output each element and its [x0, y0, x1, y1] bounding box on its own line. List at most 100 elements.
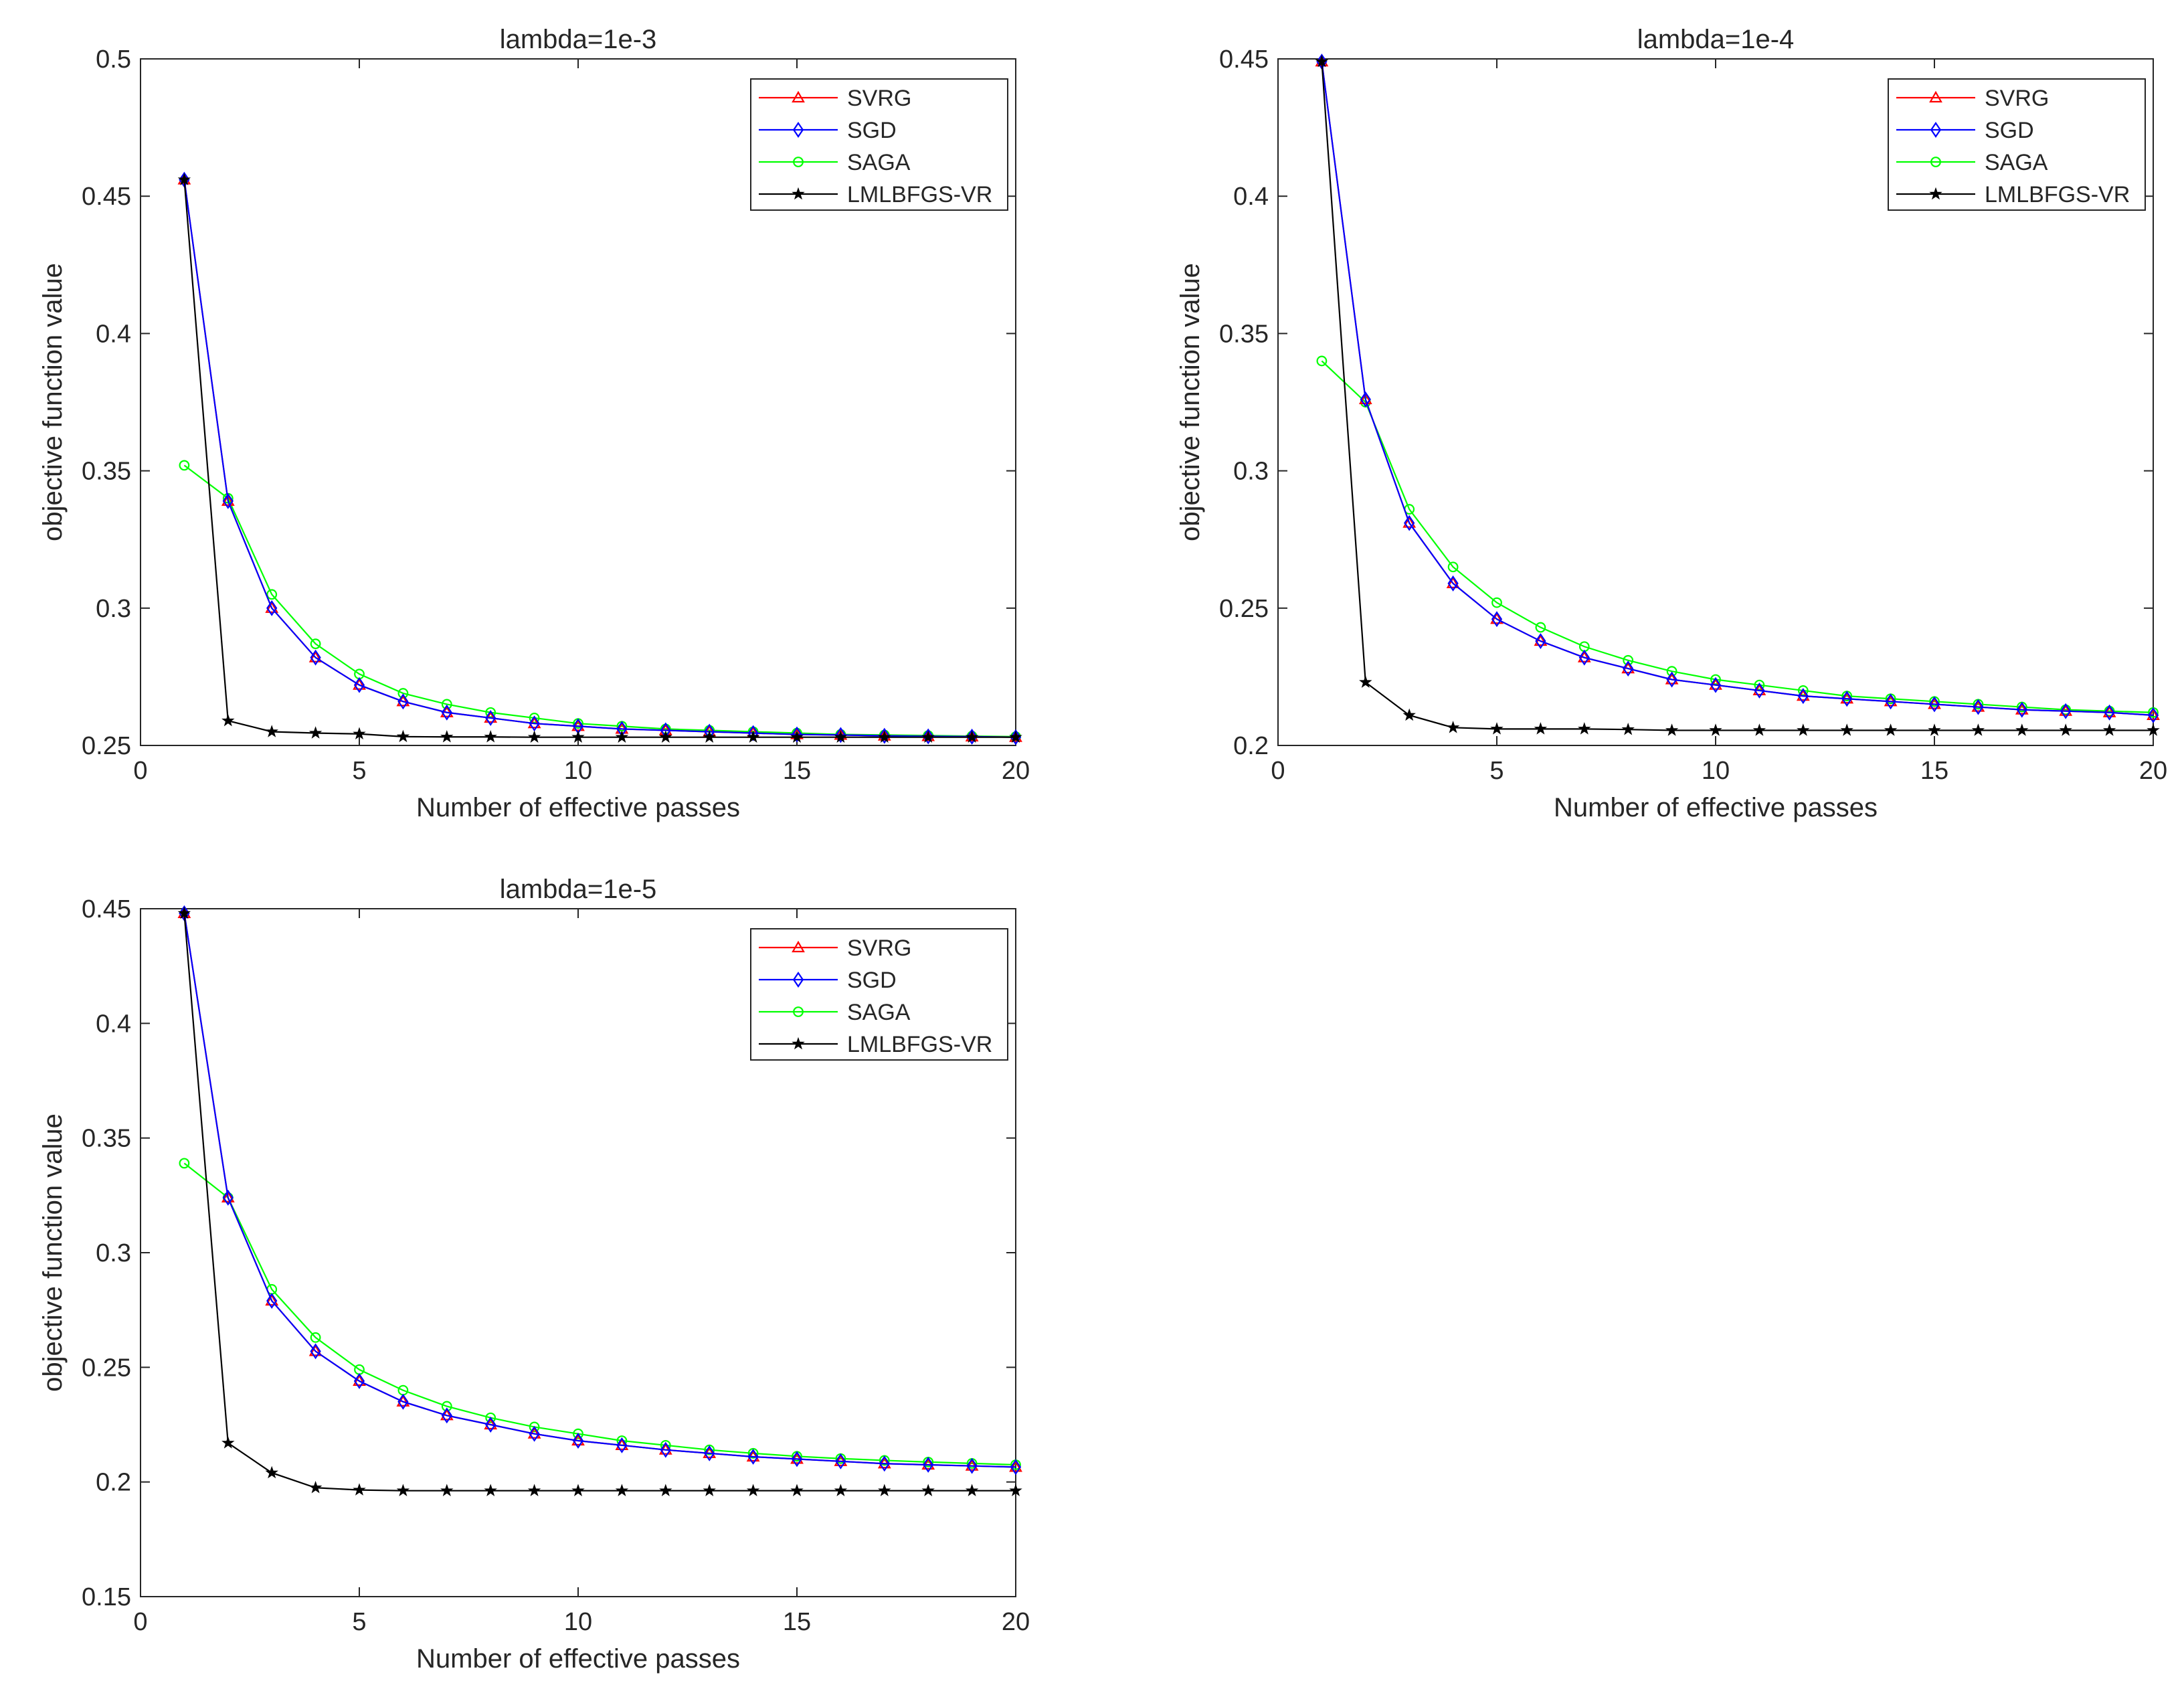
legend-marker-svrg [1929, 90, 1942, 103]
data-point-lmlbfgs-vr [878, 730, 891, 743]
y-tick-label: 0.45 [1219, 46, 1269, 74]
series-line-sgd [1321, 61, 2154, 716]
y-tick-label: 0.3 [96, 595, 131, 623]
data-point-lmlbfgs-vr [746, 730, 760, 743]
data-point-svrg [221, 1190, 235, 1202]
data-point-lmlbfgs-vr [221, 713, 235, 727]
legend-label-svrg: SVRG [847, 86, 911, 111]
x-tick-label: 5 [352, 1608, 366, 1636]
x-tick-label: 15 [1920, 757, 1948, 785]
data-point-saga [529, 713, 540, 723]
data-point-svrg [221, 494, 235, 506]
data-point-lmlbfgs-vr [308, 1481, 323, 1494]
x-tick-label: 10 [564, 757, 592, 785]
data-point-lmlbfgs-vr [1971, 723, 1985, 736]
data-point-lmlbfgs-vr [790, 1484, 804, 1496]
data-point-sgd [310, 1343, 321, 1360]
legend: SVRG SGD SAGA LMLBFGS-VR [750, 78, 1008, 211]
data-point-lmlbfgs-vr [834, 730, 848, 743]
y-tick-label: 0.15 [82, 1583, 131, 1611]
data-point-sgd [222, 1189, 234, 1206]
data-point-sgd [1491, 611, 1503, 628]
legend-marker-saga [793, 157, 804, 167]
series-line-lmlbfgs-vr [1321, 62, 2153, 731]
data-point-lmlbfgs-vr [878, 1484, 891, 1496]
data-point-saga [1710, 674, 1721, 685]
legend-label-svrg: SVRG [1985, 86, 2049, 111]
x-tick-label: 0 [133, 1608, 147, 1636]
data-point-sgd [441, 704, 452, 721]
data-point-saga [1316, 355, 1328, 367]
legend: SVRG SGD SAGA LMLBFGS-VR [750, 928, 1008, 1061]
data-point-sgd [1710, 677, 1722, 693]
chart-panel-3: 0 5 10 15 20 0.15 0.2 0.25 0.3 0.35 0.4 0.45 lambda=… [38, 875, 1030, 1674]
chart-title: lambda=1e-5 [500, 875, 657, 904]
data-point-sgd [397, 693, 409, 710]
data-point-lmlbfgs-vr [1446, 721, 1460, 733]
x-tick-label: 0 [1271, 757, 1285, 785]
y-tick-label: 0.3 [96, 1239, 131, 1267]
data-point-sgd [835, 1453, 846, 1469]
data-point-sgd [879, 727, 890, 744]
data-point-sgd [835, 727, 846, 743]
series-lmlbfgs-vr [177, 906, 1022, 1496]
data-point-lmlbfgs-vr [527, 730, 541, 743]
data-point-lmlbfgs-vr [571, 730, 585, 743]
legend-label-lmlbfgs-vr: LMLBFGS-VR [847, 1032, 992, 1057]
legend-label-svrg: SVRG [847, 935, 911, 961]
data-point-sgd [529, 1425, 540, 1442]
legend-marker-lmlbfgs-vr [792, 1037, 805, 1050]
data-point-lmlbfgs-vr [746, 1484, 760, 1496]
x-tick-label: 5 [352, 757, 366, 785]
series-sgd [179, 905, 1022, 1476]
data-point-sgd [1010, 1459, 1022, 1476]
data-point-lmlbfgs-vr [1621, 722, 1635, 735]
series-lmlbfgs-vr [1315, 54, 2160, 736]
legend-marker-sgd [1930, 122, 1942, 138]
data-point-lmlbfgs-vr [1009, 1484, 1022, 1496]
data-point-sgd [923, 1457, 934, 1473]
x-axis-label: Number of effective passes [416, 793, 740, 822]
y-tick-label: 0.25 [82, 732, 131, 760]
data-point-sgd [1928, 696, 1940, 713]
data-point-lmlbfgs-vr [615, 730, 629, 743]
data-point-saga [441, 699, 452, 710]
legend-marker-lmlbfgs-vr [1929, 187, 1942, 200]
data-point-svrg [353, 678, 366, 690]
data-point-sgd [923, 728, 934, 745]
data-point-sgd [966, 728, 978, 745]
series-line-saga [183, 1162, 1016, 1466]
data-point-lmlbfgs-vr [965, 730, 979, 743]
data-point-lmlbfgs-vr [1359, 675, 1372, 688]
data-point-lmlbfgs-vr [703, 1484, 716, 1496]
data-point-sgd [1010, 729, 1022, 745]
x-axis-label: Number of effective passes [1554, 793, 1878, 822]
data-point-svrg [1446, 576, 1460, 588]
data-point-lmlbfgs-vr [396, 1484, 410, 1496]
data-point-lmlbfgs-vr [177, 173, 191, 185]
legend-label-saga: SAGA [1985, 150, 2048, 175]
data-point-sgd [353, 677, 365, 693]
data-point-sgd [310, 649, 321, 666]
data-point-svrg [308, 650, 323, 662]
data-point-lmlbfgs-vr [2147, 723, 2160, 736]
data-point-sgd [1973, 699, 1984, 715]
data-point-sgd [397, 1393, 409, 1410]
data-point-lmlbfgs-vr [659, 1484, 672, 1496]
data-point-lmlbfgs-vr [265, 725, 278, 737]
data-point-lmlbfgs-vr [353, 1483, 366, 1496]
series-line-saga [183, 464, 1016, 737]
legend-marker-svrg [792, 90, 805, 103]
legend-label-saga: SAGA [847, 150, 911, 175]
y-tick-label: 0.5 [96, 46, 131, 74]
data-point-saga [1491, 597, 1502, 608]
data-point-svrg [1402, 516, 1417, 528]
data-point-lmlbfgs-vr [484, 730, 497, 743]
x-tick-label: 20 [1002, 1608, 1030, 1636]
data-point-lmlbfgs-vr [2059, 723, 2072, 736]
data-point-sgd [1404, 515, 1415, 531]
data-point-sgd [572, 1433, 584, 1449]
y-tick-label: 0.35 [1219, 320, 1269, 348]
data-point-saga [397, 688, 409, 699]
data-point-lmlbfgs-vr [1840, 723, 1853, 736]
